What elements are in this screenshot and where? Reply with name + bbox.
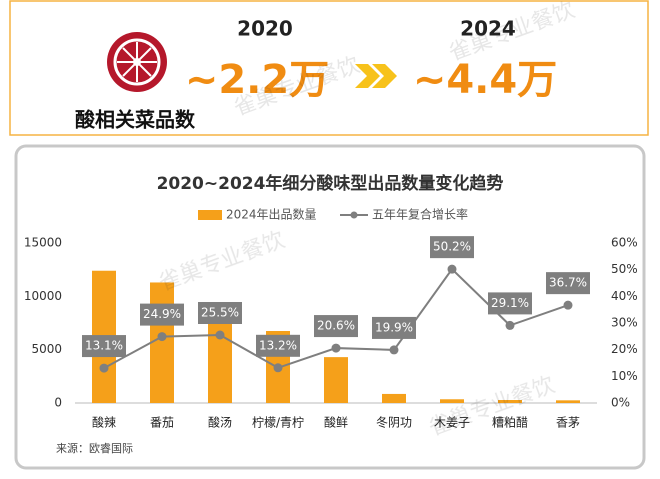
arrow — [355, 64, 397, 88]
bar — [498, 400, 522, 403]
y-tick-label: 0 — [54, 396, 62, 410]
y2-tick-label: 10% — [611, 369, 638, 383]
year-to: 2024 — [460, 17, 516, 41]
header-label: 酸相关菜品数 — [75, 108, 196, 132]
y2-tick-label: 50% — [611, 262, 638, 276]
value-label: 36.7% — [549, 276, 587, 290]
x-tick-label: 酸鲜 — [324, 415, 348, 430]
point — [215, 330, 225, 340]
x-tick-label: 冬阴功 — [376, 415, 412, 430]
bar — [150, 282, 174, 403]
icon — [107, 32, 167, 92]
y2-tick-label: 40% — [611, 289, 638, 303]
legend-swatch — [198, 210, 222, 220]
value-label-box — [372, 316, 416, 339]
value-label: 13.1% — [85, 339, 123, 353]
legend-swatch — [350, 211, 358, 219]
y2-tick-label: 20% — [611, 342, 638, 356]
x-tick-label: 酸汤 — [208, 415, 232, 430]
chart-title: 2020~2024年细分酸味型出品数量变化趋势 — [157, 173, 504, 194]
bar — [324, 357, 348, 403]
point — [273, 363, 283, 373]
point — [505, 320, 515, 330]
y2-tick-label: 30% — [611, 316, 638, 330]
year-from: 2020 — [237, 17, 293, 41]
legend: 2024年出品数量 五年年复合增长率 — [198, 207, 468, 222]
x-tick-label: 木姜子 — [434, 416, 470, 430]
legend-label: 五年年复合增长率 — [372, 207, 468, 222]
y-tick-label: 5000 — [31, 342, 62, 356]
value-label: 29.1% — [491, 296, 529, 310]
value-label-box — [430, 236, 474, 259]
value-from: ~2.2万 — [185, 57, 329, 103]
x-tick-label: 酸辣 — [92, 415, 116, 430]
point — [447, 264, 457, 274]
x-tick-label: 糟粕醋 — [492, 415, 528, 430]
value-label-box — [488, 292, 532, 315]
y-tick-label: 15000 — [24, 236, 62, 250]
plot: 0 5000 10000 15000 0% 10% 20% 30% 40% 50% 60% 2024年… — [24, 207, 638, 430]
bar — [556, 400, 580, 403]
bar — [382, 393, 406, 403]
point — [563, 300, 573, 310]
value-label-box — [140, 303, 184, 326]
value-to: ~4.4万 — [413, 57, 557, 103]
value-label-box — [546, 272, 590, 295]
value-label: 50.2% — [433, 240, 471, 254]
value-label-box — [198, 302, 242, 324]
value-label: 24.9% — [143, 307, 181, 321]
value-label-box — [314, 315, 358, 338]
legend-label: 2024年出品数量 — [226, 207, 317, 222]
y2-tick-label: 0% — [611, 396, 630, 410]
point — [99, 363, 109, 373]
value-label-box — [82, 335, 126, 358]
value-label: 25.5% — [201, 306, 239, 320]
point — [331, 343, 341, 353]
value-label-box — [256, 334, 300, 357]
x-tick-label: 柠檬/青柠 — [252, 415, 304, 430]
point — [157, 332, 167, 342]
value-label: 20.6% — [317, 319, 355, 333]
value-label: 19.9% — [375, 320, 413, 334]
bar — [440, 399, 464, 403]
x-tick-label: 番茄 — [150, 416, 174, 430]
value-label: 13.2% — [259, 338, 297, 352]
x-tick-label: 香茅 — [556, 416, 580, 430]
y2-tick-label: 60% — [611, 236, 638, 250]
point — [389, 345, 399, 355]
source: 来源：欧睿国际 — [56, 441, 133, 455]
y-tick-label: 10000 — [24, 289, 62, 303]
